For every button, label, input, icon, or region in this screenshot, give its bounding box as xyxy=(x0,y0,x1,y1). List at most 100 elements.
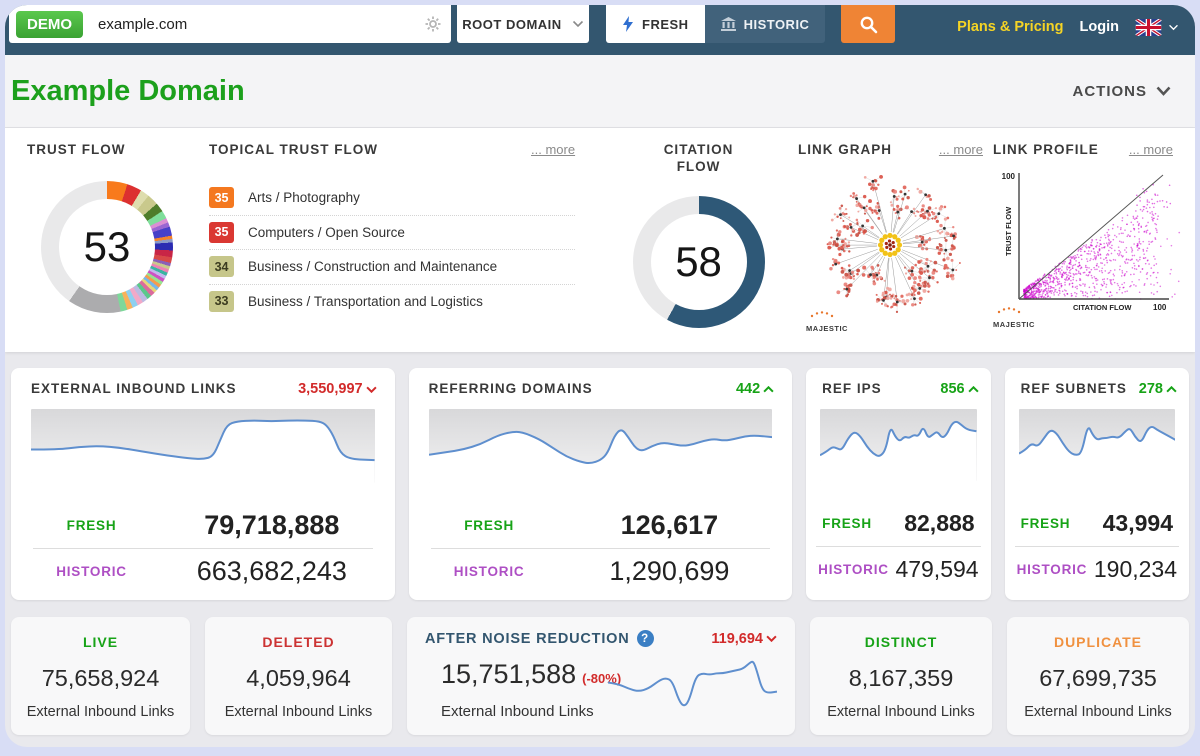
historic-value: 479,594 xyxy=(895,556,979,582)
root-domain-label: ROOT DOMAIN xyxy=(462,16,562,32)
svg-text:100: 100 xyxy=(1002,172,1016,181)
card-caption: External Inbound Links xyxy=(827,704,975,720)
search-icon xyxy=(860,16,878,33)
tab-historic[interactable]: HISTORIC xyxy=(704,5,826,43)
login-link[interactable]: Login xyxy=(1079,19,1119,35)
topical-trust-flow-title: TOPICAL TRUST FLOW xyxy=(209,142,379,157)
ref-subnets-card: REF SUBNETS 278 FRESH 43,994 HISTORIC 19… xyxy=(1004,368,1189,600)
card-value: 67,699,735 xyxy=(1039,665,1157,691)
tab-historic-label: HISTORIC xyxy=(743,16,810,32)
caret-icon xyxy=(1166,385,1177,392)
card-value: 4,059,964 xyxy=(246,665,351,691)
referring-domains-card: REFERRING DOMAINS 442 FRESH 126,617 HIST… xyxy=(408,368,793,600)
link-profile-thumbnail[interactable]: 100 TRUST FLOW CITATION FLOW 100 MAJESTI… xyxy=(993,161,1195,332)
actions-menu[interactable]: ACTIONS xyxy=(1073,83,1172,100)
uk-flag-icon xyxy=(1135,18,1162,36)
card-title: REF IPS xyxy=(822,381,882,396)
topical-item[interactable]: 35 Arts / Photography xyxy=(209,181,576,216)
historic-label: HISTORIC xyxy=(818,562,889,577)
citation-flow-title: CITATION FLOW xyxy=(663,142,734,174)
help-icon[interactable]: ? xyxy=(636,630,654,647)
topical-item[interactable]: 33 Business / Transportation and Logisti… xyxy=(209,285,575,319)
distinct-links-card: DISTINCT 8,167,359 External Inbound Link… xyxy=(810,617,992,735)
link-graph-section: LINK GRAPH ... more MAJESTIC xyxy=(798,142,993,352)
historic-label: HISTORIC xyxy=(56,564,127,579)
ref-ips-card: REF IPS 856 FRESH 82,888 HISTORIC 479,59… xyxy=(806,368,991,600)
bank-icon xyxy=(720,17,736,31)
lightning-bolt-icon xyxy=(623,16,633,32)
plans-pricing-link[interactable]: Plans & Pricing xyxy=(957,19,1064,35)
card-title: AFTER NOISE REDUCTION xyxy=(425,630,630,647)
historic-label: HISTORIC xyxy=(453,564,525,579)
card-value: 8,167,359 xyxy=(848,665,954,691)
sparkline xyxy=(31,409,375,483)
majestic-logo: MAJESTIC xyxy=(993,306,1035,332)
card-value: 75,658,924 xyxy=(41,665,160,691)
link-graph-title: LINK GRAPH xyxy=(798,142,893,157)
fresh-value: 82,888 xyxy=(904,510,975,536)
citation-flow-section: CITATION FLOW 58 xyxy=(599,142,798,352)
root-domain-dropdown[interactable]: ROOT DOMAIN xyxy=(457,5,589,43)
top-navigation-bar: DEMO ROOT DOMAIN FR xyxy=(5,5,1195,55)
historic-value: 190,234 xyxy=(1093,556,1177,582)
topical-item[interactable]: 35 Computers / Open Source xyxy=(209,216,576,250)
topical-more-link[interactable]: ... more xyxy=(531,142,576,157)
topbar-right-links: Plans & Pricing Login xyxy=(957,5,1195,49)
trend-toggle[interactable]: 442 xyxy=(736,381,774,397)
citation-flow-donut: 58 xyxy=(632,195,765,328)
trend-toggle[interactable]: 119,694 xyxy=(711,631,777,647)
search-input[interactable] xyxy=(96,14,425,34)
card-caption: External Inbound Links xyxy=(26,704,175,720)
topic-label: Arts / Photography xyxy=(248,190,360,206)
card-value: 15,751,588 (-80%) xyxy=(441,659,622,689)
majestic-logo: MAJESTIC xyxy=(806,310,848,336)
caret-icon xyxy=(967,385,979,392)
trust-flow-section: TRUST FLOW 53 xyxy=(5,142,209,352)
link-profile-section: LINK PROFILE ... more 100 TRUST FLOW CIT… xyxy=(993,142,1195,352)
caret-icon xyxy=(763,385,774,392)
link-graph-thumbnail[interactable]: MAJESTIC xyxy=(798,161,993,338)
demo-badge: DEMO xyxy=(16,10,83,38)
fresh-value: 43,994 xyxy=(1102,510,1173,536)
card-title: DELETED xyxy=(262,634,335,650)
fresh-label: FRESH xyxy=(822,516,872,531)
topic-score-badge: 34 xyxy=(209,256,235,278)
fresh-value: 126,617 xyxy=(620,510,719,540)
trust-flow-donut: 53 xyxy=(41,181,173,313)
topic-score-badge: 35 xyxy=(209,221,235,243)
deleted-links-card: DELETED 4,059,964 External Inbound Links xyxy=(205,617,392,735)
live-links-card: LIVE 75,658,924 External Inbound Links xyxy=(11,617,190,735)
page-header: Example Domain ACTIONS xyxy=(5,55,1195,128)
trend-toggle[interactable]: 278 xyxy=(1139,381,1177,397)
fresh-label: FRESH xyxy=(1020,516,1071,531)
trust-flow-value: 53 xyxy=(83,223,131,270)
link-graph-more-link[interactable]: ... more xyxy=(938,142,983,157)
historic-value: 1,290,699 xyxy=(609,556,730,586)
topic-label: Business / Construction and Maintenance xyxy=(248,259,498,275)
summary-cards-row: LIVE 75,658,924 External Inbound Links D… xyxy=(11,617,1189,735)
trend-toggle[interactable]: 3,550,997 xyxy=(298,381,377,397)
tab-fresh[interactable]: FRESH xyxy=(606,5,705,43)
card-title: LIVE xyxy=(82,634,119,650)
link-profile-more-link[interactable]: ... more xyxy=(1128,142,1173,157)
fresh-label: FRESH xyxy=(66,518,117,533)
topical-list: 35 Arts / Photography 35 Computers / Ope… xyxy=(209,181,576,319)
index-tabs: FRESH HISTORIC xyxy=(606,5,826,43)
link-metric-cards: EXTERNAL INBOUND LINKS 3,550,997 FRESH 7… xyxy=(11,368,1189,600)
page-title: Example Domain xyxy=(11,74,245,107)
tab-fresh-label: FRESH xyxy=(642,16,689,32)
topical-trust-flow-section: TOPICAL TRUST FLOW ... more 35 Arts / Ph… xyxy=(209,142,599,352)
flow-metrics-panel: TRUST FLOW 53 TOPICAL TRUST FLOW ... mor… xyxy=(5,128,1195,352)
fresh-label: FRESH xyxy=(464,518,514,533)
card-title: REFERRING DOMAINS xyxy=(428,381,593,396)
topical-item[interactable]: 34 Business / Construction and Maintenan… xyxy=(209,250,576,285)
language-selector[interactable] xyxy=(1135,18,1179,36)
search-settings-gear-icon[interactable] xyxy=(425,16,441,32)
svg-text:TRUST FLOW: TRUST FLOW xyxy=(1004,206,1013,256)
citation-flow-value: 58 xyxy=(675,237,722,285)
chevron-down-icon xyxy=(572,20,583,28)
fresh-value: 79,718,888 xyxy=(204,510,340,540)
search-button[interactable] xyxy=(841,5,896,43)
external-inbound-links-card: EXTERNAL INBOUND LINKS 3,550,997 FRESH 7… xyxy=(11,368,395,600)
trend-toggle[interactable]: 856 xyxy=(940,381,979,397)
